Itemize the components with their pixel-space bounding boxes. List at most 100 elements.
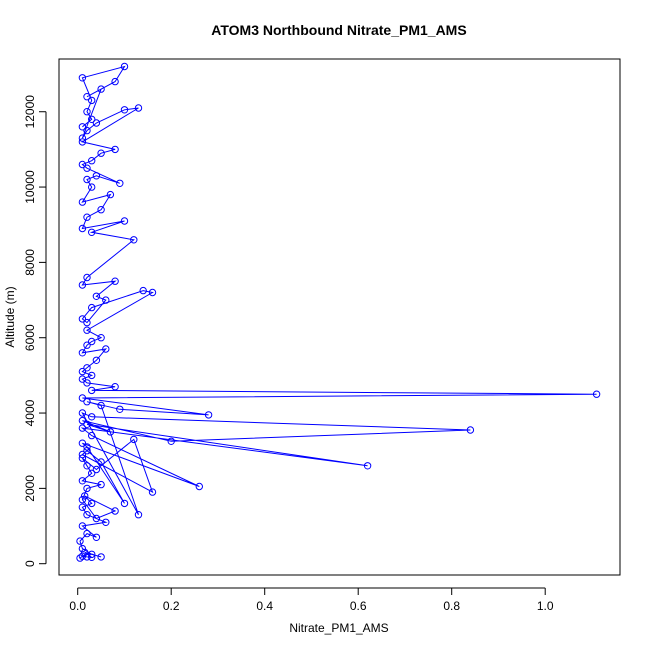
data-point [76,537,84,545]
data-point [78,74,87,82]
x-tick-label: 0.0 [69,599,86,613]
data-point [78,450,87,459]
data-point [78,477,87,485]
data-point [81,548,89,557]
data-point [92,533,101,541]
data-point [83,273,91,282]
y-tick-label: 10000 [23,170,37,204]
data-point [83,108,91,116]
data-point [78,424,87,432]
data-point [92,292,101,300]
data-point [204,411,213,419]
data-point [466,426,475,434]
series-layer [76,62,601,562]
data-point [102,518,110,526]
data-point [97,85,105,93]
y-axis: 0 2000 4000 6000 8000 10000 12000 [23,95,47,567]
data-point [78,522,87,530]
data-point [83,398,91,406]
data-point [88,550,96,558]
data-point [92,465,101,474]
data-point [78,544,87,553]
data-point [88,469,96,477]
data-point [78,454,87,462]
data-point [88,337,96,346]
data-point [130,236,138,244]
data-point [83,379,91,387]
data-point [83,318,91,327]
data-point [83,447,91,455]
data-point [78,224,87,233]
data-point [88,371,96,380]
data-point [83,326,91,334]
x-tick-label: 0.4 [256,599,273,613]
data-point [92,172,101,180]
y-tick-label: 0 [23,560,37,567]
data-point [120,499,129,508]
data-point [78,409,87,417]
y-tick-label: 4000 [23,399,37,426]
data-point [88,183,96,191]
data-point [83,341,91,349]
y-tick-label: 6000 [23,324,37,351]
data-point [88,431,96,440]
data-point [148,288,157,297]
x-axis-label: Nitrate_PM1_AMS [289,621,388,635]
data-point [111,383,119,391]
data-point [83,126,91,135]
data-point [78,552,87,560]
data-point [83,511,91,519]
y-tick-label: 8000 [23,249,37,276]
data-point [92,356,101,364]
data-point [76,554,84,562]
data-point [78,134,87,142]
data-point [92,119,101,127]
data-point [83,93,91,101]
data-point [102,296,110,304]
data-point [363,462,372,470]
data-point [88,553,96,561]
data-point [88,157,96,165]
data-point [81,492,89,500]
data-point [592,390,601,398]
data-point [83,164,91,172]
data-point [78,367,87,376]
data-point [88,303,96,312]
data-point [120,106,129,114]
data-point [78,138,87,146]
x-tick-label: 0.6 [350,599,367,613]
data-point [139,286,147,295]
data-point [130,435,138,444]
plot-frame [58,58,621,576]
data-point [83,213,91,221]
data-point [83,175,91,184]
data-point [78,416,87,425]
data-point [78,503,87,511]
data-point [102,345,110,353]
data-point [97,206,105,214]
data-point [97,401,105,410]
data-point [88,386,96,395]
x-tick-label: 0.2 [163,599,180,613]
data-point [78,160,87,169]
x-tick-label: 0.8 [443,599,460,613]
data-point [97,553,105,561]
data-point [83,364,91,372]
data-point [78,123,87,131]
data-point [120,217,129,225]
data-point [88,499,96,508]
data-point [83,462,91,470]
data-point [78,281,87,289]
y-axis-label: Altitude (m) [3,286,17,347]
data-point [97,480,105,489]
data-point [111,145,119,154]
series-line [79,65,597,559]
data-point [78,439,87,447]
data-point [134,104,143,112]
data-point [88,115,96,124]
data-point [83,443,91,451]
data-point [195,482,204,491]
data-point [78,375,87,383]
